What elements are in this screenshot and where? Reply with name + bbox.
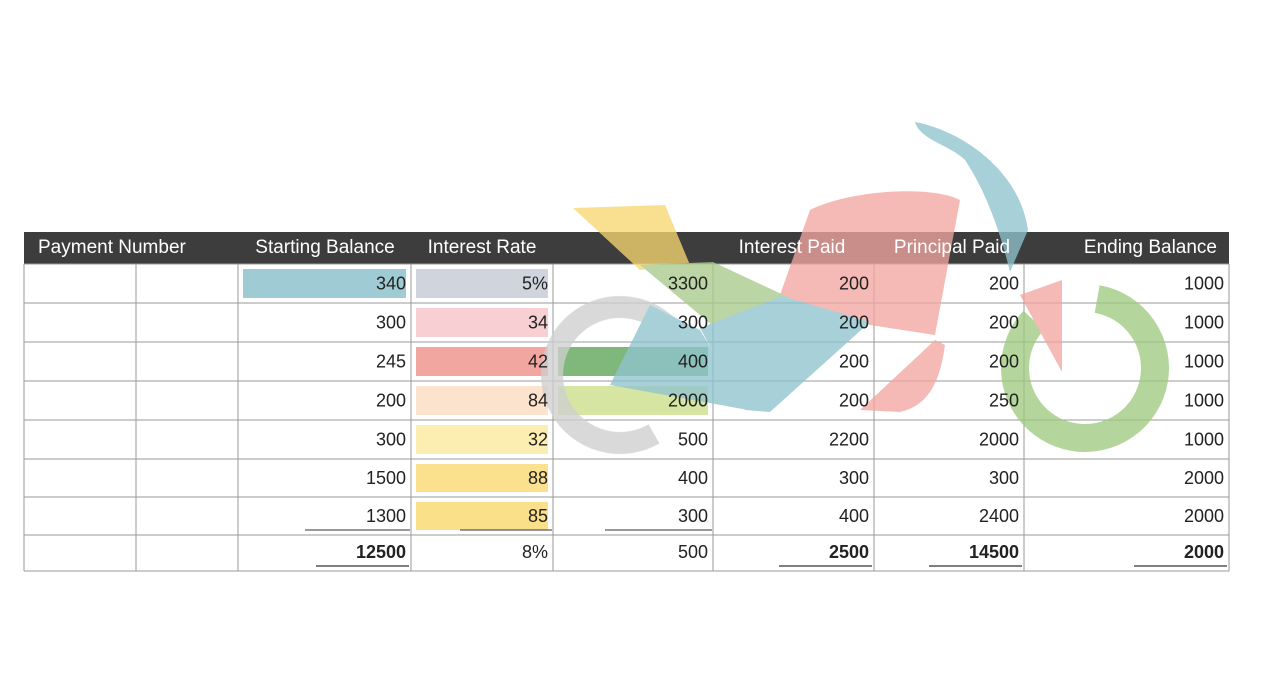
- total-cell: 2000: [1184, 542, 1224, 562]
- cell-highlight: [416, 425, 548, 454]
- cell: 84: [528, 390, 548, 410]
- cell: 200: [839, 312, 869, 332]
- cell: 245: [376, 351, 406, 371]
- total-cell: 2500: [829, 542, 869, 562]
- cell: 200: [989, 312, 1019, 332]
- cell: 200: [839, 273, 869, 293]
- cell-highlight: [416, 308, 548, 337]
- cell: 1000: [1184, 312, 1224, 332]
- blue-swoosh: [915, 122, 1028, 272]
- total-cell: 8%: [522, 542, 548, 562]
- cell: 1000: [1184, 351, 1224, 371]
- cell: 300: [678, 506, 708, 526]
- cell: 85: [528, 506, 548, 526]
- cell: 200: [376, 390, 406, 410]
- column-header: Interest Rate: [428, 237, 537, 258]
- cell: 2400: [979, 506, 1019, 526]
- cell: 300: [376, 429, 406, 449]
- column-header: Ending Balance: [1084, 237, 1217, 258]
- cell: 300: [678, 312, 708, 332]
- cell: 34: [528, 312, 548, 332]
- cell: 1000: [1184, 273, 1224, 293]
- cell: 5%: [522, 273, 548, 293]
- column-header: Principal Paid: [894, 237, 1010, 258]
- cell: 200: [839, 351, 869, 371]
- decoration: [541, 122, 1169, 454]
- cell-texts: Payment Number Starting Balance Interest R…: [38, 237, 1224, 562]
- cell: 200: [989, 351, 1019, 371]
- red-wedge: [1020, 280, 1062, 372]
- cell: 2000: [979, 429, 1019, 449]
- green-ring: [1001, 284, 1169, 453]
- yellow-shape: [573, 205, 690, 270]
- cell: 2000: [668, 390, 708, 410]
- cell: 3300: [668, 273, 708, 293]
- cell: 2200: [829, 429, 869, 449]
- cell: 200: [839, 390, 869, 410]
- cell: 400: [678, 351, 708, 371]
- cell: 300: [989, 468, 1019, 488]
- total-cell: 500: [678, 542, 708, 562]
- cell: 340: [376, 273, 406, 293]
- blue-shape: [700, 296, 870, 412]
- cell: 400: [839, 506, 869, 526]
- grey-ring: [541, 296, 699, 454]
- total-cell: 12500: [356, 542, 406, 562]
- cell: 1500: [366, 468, 406, 488]
- cell: 500: [678, 429, 708, 449]
- cell: 300: [376, 312, 406, 332]
- total-cell: 14500: [969, 542, 1019, 562]
- cell-highlight: [416, 269, 548, 298]
- cell: 88: [528, 468, 548, 488]
- cell: 42: [528, 351, 548, 371]
- column-header: Interest Paid: [739, 237, 846, 258]
- cell: 200: [989, 273, 1019, 293]
- cell-highlight: [416, 386, 548, 415]
- cell: 400: [678, 468, 708, 488]
- cell: 300: [839, 468, 869, 488]
- blue-shape-2: [610, 305, 748, 410]
- column-header: Starting Balance: [255, 237, 394, 258]
- cell-highlight: [416, 502, 548, 530]
- red-shape-low: [860, 340, 945, 412]
- cell: 2000: [1184, 506, 1224, 526]
- cell: 32: [528, 429, 548, 449]
- cell-highlight: [243, 269, 406, 298]
- column-header: Payment Number: [38, 237, 187, 258]
- cell-highlight: [416, 347, 548, 376]
- cell: 1300: [366, 506, 406, 526]
- cell: 250: [989, 390, 1019, 410]
- cell: 1000: [1184, 429, 1224, 449]
- red-shape: [780, 191, 960, 335]
- cell: 2000: [1184, 468, 1224, 488]
- cell: 1000: [1184, 390, 1224, 410]
- cell-highlight: [416, 464, 548, 492]
